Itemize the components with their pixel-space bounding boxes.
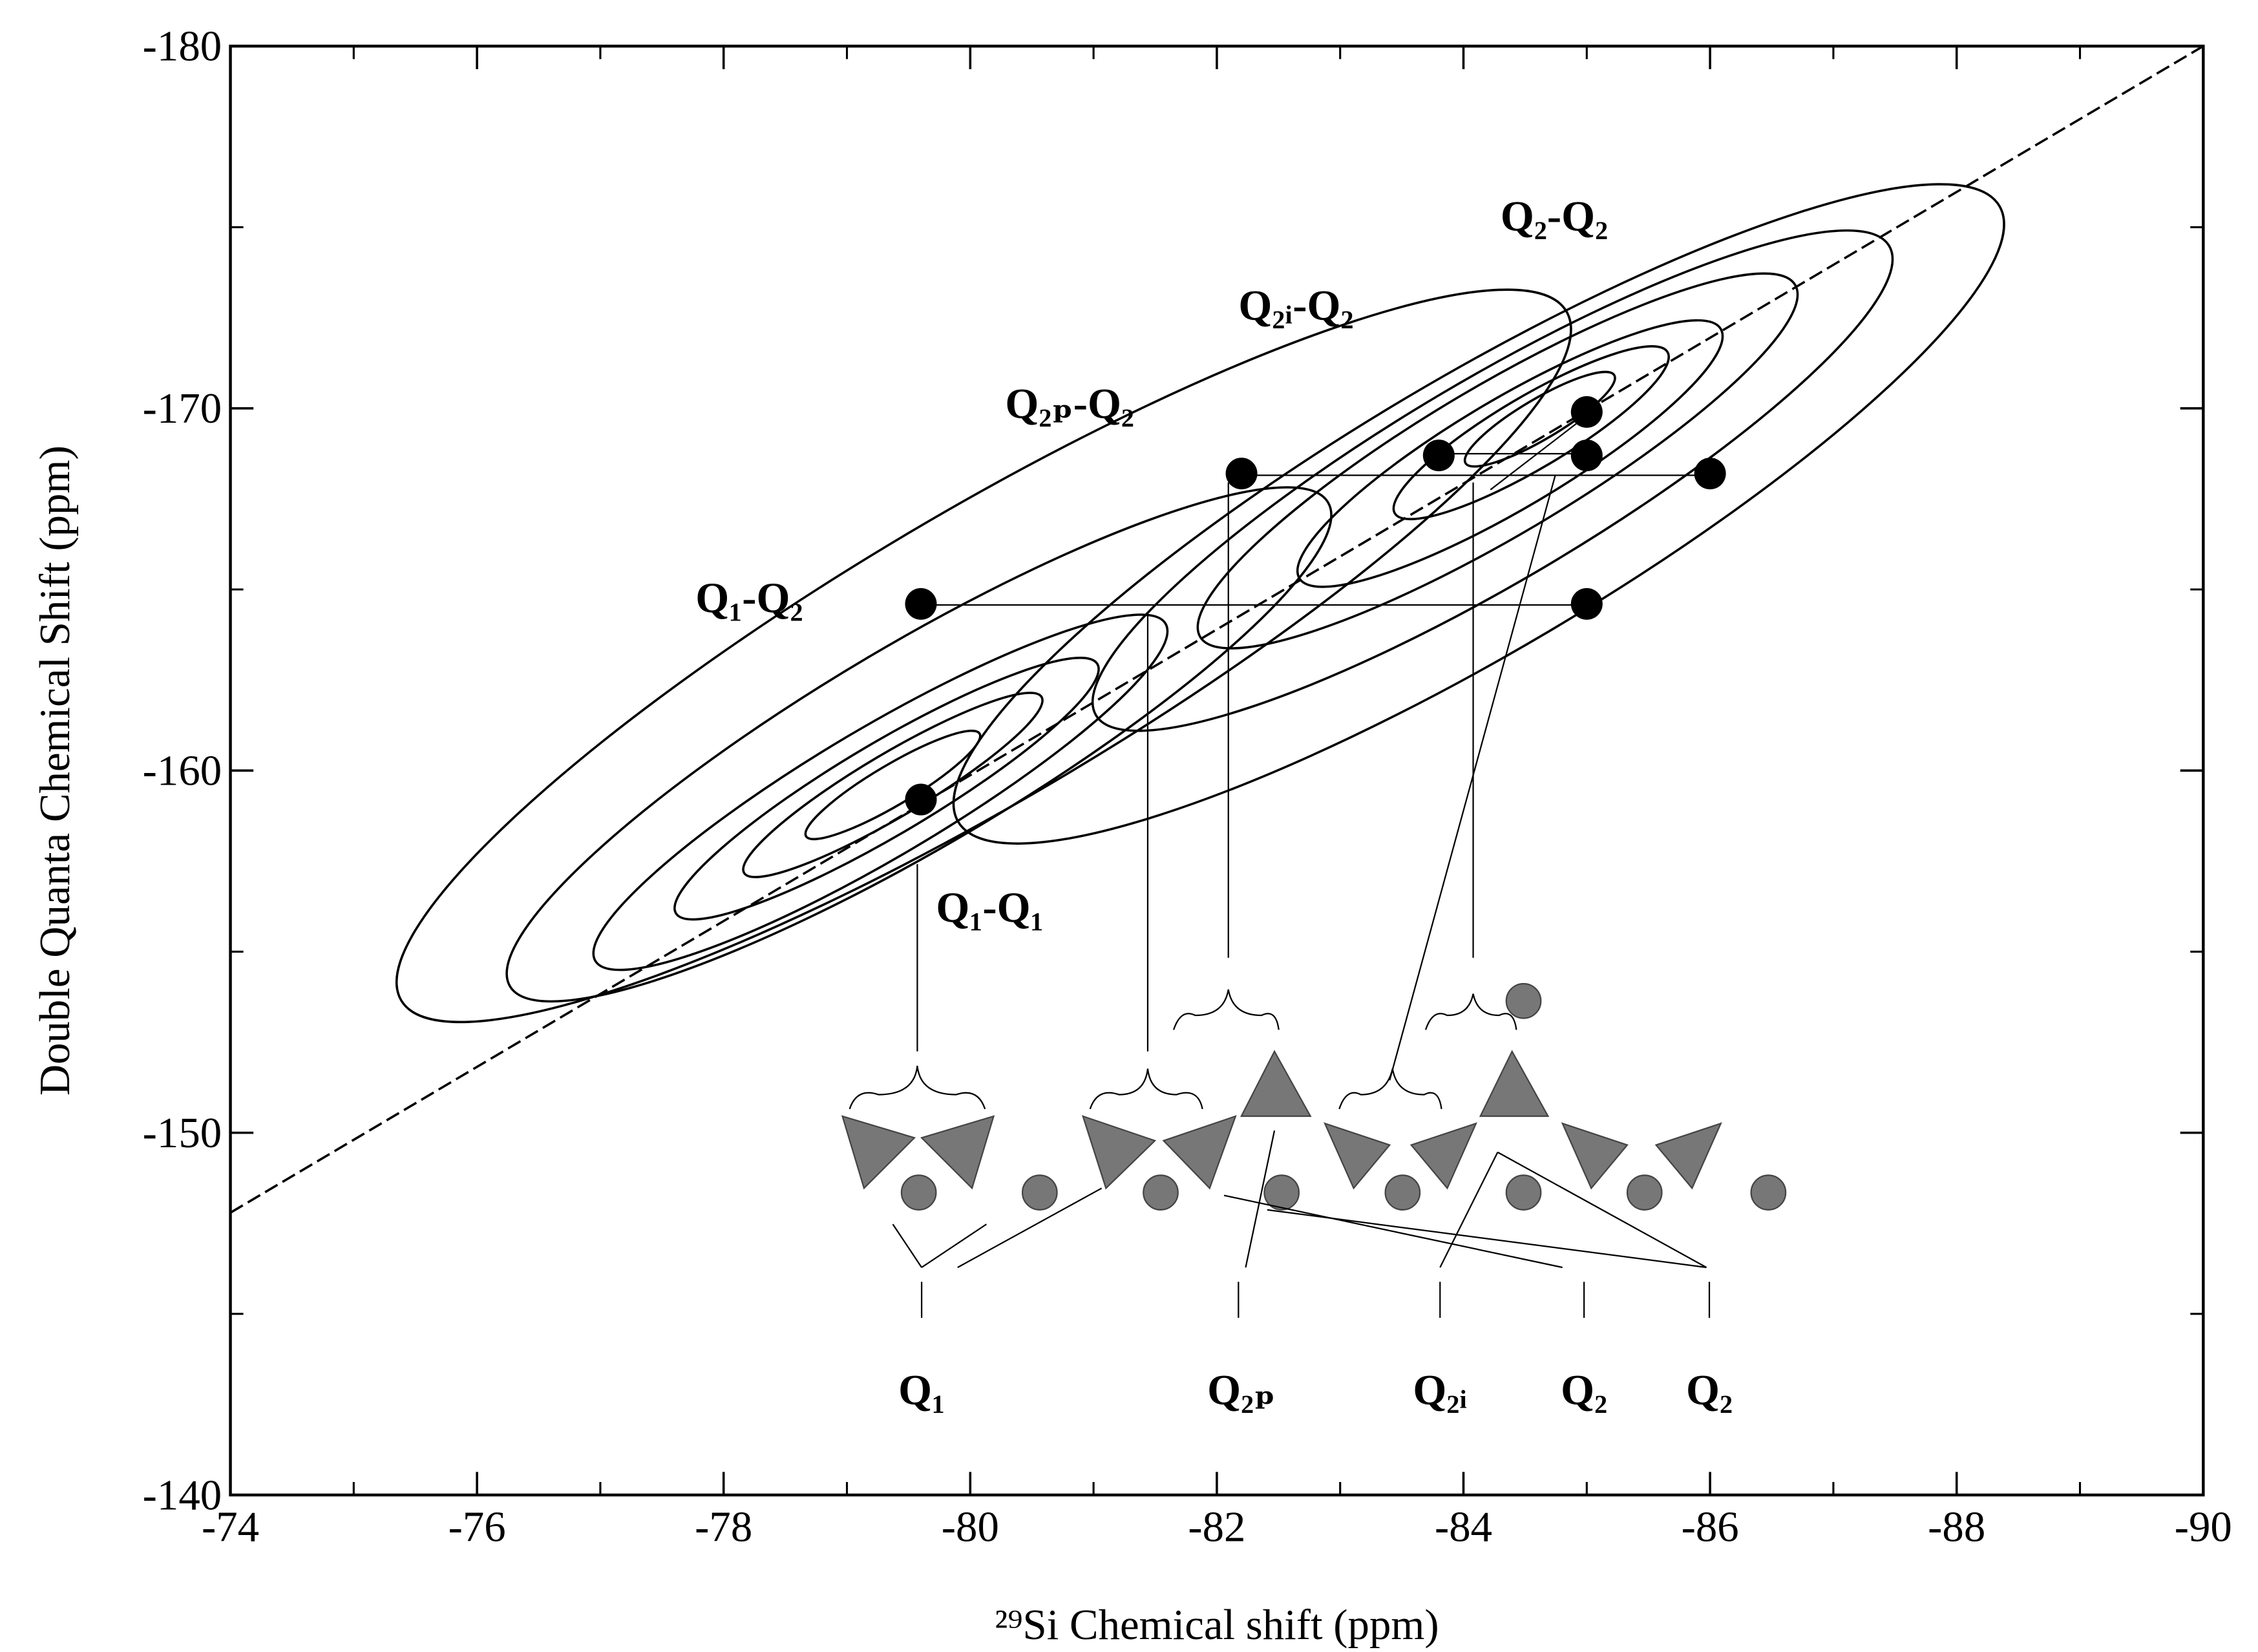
braces — [849, 989, 1711, 1318]
annotation: Q₁-Q₂ — [695, 574, 803, 622]
diagonal — [229, 45, 2204, 1214]
peak-point — [1570, 588, 1603, 620]
x-tick-label: -88 — [1928, 1503, 1985, 1551]
plot-frame — [229, 45, 2205, 1497]
x-axis-label: ²⁹Si Chemical shift (ppm) — [995, 1601, 1439, 1649]
peak-point — [1570, 439, 1603, 472]
x-tick-label: -86 — [1682, 1503, 1739, 1551]
y-tick-label: -140 — [143, 1471, 222, 1519]
annotation: Q₂ — [1686, 1366, 1733, 1414]
annotation: Q₁-Q₁ — [936, 884, 1043, 931]
x-tick-label: -76 — [448, 1503, 506, 1551]
x-tick-label: -80 — [942, 1503, 999, 1551]
y-tick-label: -150 — [143, 1109, 222, 1157]
guide-lines — [916, 417, 1707, 1081]
peak-point — [1570, 396, 1603, 428]
x-tick-label: -74 — [202, 1503, 259, 1551]
x-tick-label: -82 — [1188, 1503, 1245, 1551]
chain-diagram — [841, 982, 1787, 1211]
annotation: Q₂ₚ-Q₂ — [1005, 379, 1134, 427]
contours — [952, 183, 2005, 845]
peak-point — [905, 588, 937, 620]
annotation: Q₂ₚ — [1207, 1366, 1275, 1414]
annotation: Q₂-Q₂ — [1501, 193, 1608, 240]
annotation: Q₁ — [898, 1366, 945, 1414]
peak-point — [1422, 439, 1455, 472]
y-tick-label: -180 — [143, 23, 222, 70]
y-tick-label: -160 — [143, 747, 222, 794]
x-tick-label: -90 — [2175, 1503, 2232, 1551]
x-tick-label: -78 — [695, 1503, 752, 1551]
peak-point — [1225, 458, 1258, 490]
annotation: Q₂ — [1561, 1366, 1607, 1414]
y-tick-label: -170 — [143, 385, 222, 432]
annotation: Q₂ᵢ-Q₂ — [1238, 282, 1353, 330]
contours — [395, 288, 1572, 1024]
x-tick-label: -84 — [1435, 1503, 1492, 1551]
annotation: Q₂ᵢ — [1413, 1366, 1467, 1414]
y-axis-label: Double Quanta Chemical Shift (ppm) — [31, 445, 79, 1096]
peak-point — [905, 783, 937, 816]
peak-point — [1694, 458, 1726, 490]
